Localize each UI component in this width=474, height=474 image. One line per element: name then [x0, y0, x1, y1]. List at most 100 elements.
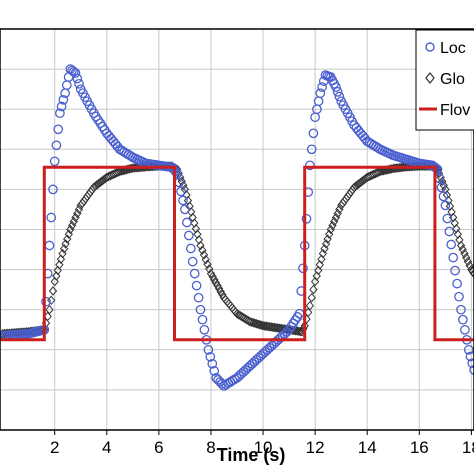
data-point-loc	[197, 314, 208, 325]
data-point-loc	[209, 366, 220, 376]
data-point-loc	[446, 239, 457, 250]
data-point-loc	[351, 123, 362, 133]
data-point-glo	[69, 216, 78, 227]
data-point-loc	[61, 80, 72, 90]
data-point-loc	[301, 213, 312, 224]
data-point-glo	[376, 166, 385, 177]
data-point-glo	[257, 320, 266, 330]
data-point-loc	[51, 140, 62, 151]
data-point-loc	[56, 101, 67, 112]
data-point-glo	[438, 176, 447, 187]
data-point-loc	[55, 108, 65, 119]
plot-frame	[0, 28, 474, 431]
data-point-loc	[448, 252, 459, 263]
data-point-loc	[358, 131, 368, 141]
data-point-glo	[120, 165, 129, 175]
data-point-loc	[334, 91, 345, 102]
data-point-glo	[210, 274, 219, 285]
data-point-loc	[465, 351, 474, 362]
data-point-loc	[463, 344, 474, 355]
data-point-glo	[198, 245, 207, 255]
data-point-loc	[315, 88, 326, 99]
chart-series	[0, 64, 474, 391]
data-point-loc	[49, 156, 60, 167]
data-point-loc	[182, 217, 192, 228]
data-point-loc	[172, 168, 182, 179]
data-point-loc	[104, 131, 114, 141]
data-point-loc	[74, 78, 84, 89]
x-tick-label: 16	[410, 438, 429, 457]
data-point-glo	[314, 265, 323, 276]
data-point-loc	[193, 292, 204, 303]
data-point-glo	[296, 326, 305, 337]
data-point-glo	[196, 240, 205, 251]
data-point-loc	[432, 164, 443, 175]
data-point-loc	[207, 358, 218, 369]
data-point-glo	[118, 165, 128, 176]
data-point-glo	[52, 271, 61, 281]
data-point-glo	[469, 268, 474, 279]
data-point-loc	[58, 94, 69, 105]
data-point-loc	[185, 243, 196, 254]
series-line-flov	[0, 165, 474, 342]
data-point-loc	[203, 344, 214, 355]
data-point-loc	[106, 133, 116, 144]
data-point-loc	[180, 204, 190, 215]
data-point-glo	[50, 276, 59, 287]
data-point-loc	[460, 324, 470, 335]
data-point-loc	[313, 96, 324, 107]
data-point-loc	[440, 200, 451, 211]
legend-item-glo: Glo	[425, 71, 465, 88]
data-point-glo	[275, 323, 284, 333]
data-point-loc	[353, 125, 364, 136]
data-point-loc	[355, 128, 366, 139]
data-point-glo	[465, 260, 474, 271]
data-point-glo	[328, 220, 337, 231]
data-point-loc	[187, 256, 198, 267]
data-point-loc	[450, 265, 460, 276]
data-point-glo	[268, 322, 277, 332]
data-point-glo	[312, 271, 321, 281]
data-point-glo	[47, 295, 56, 306]
x-tick-label: 14	[358, 438, 377, 457]
data-point-glo	[463, 256, 473, 267]
data-point-loc	[44, 240, 55, 251]
data-point-glo	[317, 254, 326, 264]
data-point-glo	[307, 292, 316, 303]
data-point-glo	[305, 300, 315, 311]
data-point-loc	[53, 124, 64, 135]
data-point-loc	[183, 230, 194, 241]
data-point-loc	[458, 314, 468, 325]
data-point-glo	[114, 167, 123, 177]
data-point-loc	[306, 144, 317, 155]
data-point-loc	[308, 128, 319, 139]
data-point-glo	[424, 161, 434, 171]
series-glo	[0, 161, 474, 339]
data-point-glo	[374, 167, 383, 177]
data-point-loc	[46, 212, 57, 223]
data-point-glo	[460, 248, 469, 259]
data-point-loc	[195, 304, 206, 315]
data-point-glo	[380, 165, 390, 176]
data-point-glo	[214, 283, 224, 294]
data-point-loc	[467, 358, 474, 369]
legend-item-flov: Flov	[419, 102, 470, 119]
data-point-glo	[258, 320, 268, 331]
legend-marker-glo	[425, 72, 435, 84]
data-point-glo	[270, 322, 279, 333]
data-point-loc	[444, 226, 455, 237]
series-loc	[0, 64, 474, 391]
data-point-glo	[55, 260, 64, 270]
data-point-glo	[262, 321, 271, 331]
data-point-glo	[203, 259, 212, 270]
x-tick-label: 8	[206, 438, 215, 457]
data-point-glo	[56, 254, 66, 264]
series-flov	[0, 165, 474, 342]
data-point-loc	[332, 86, 343, 97]
data-point-glo	[199, 250, 209, 260]
data-point-glo	[117, 166, 126, 176]
data-point-loc	[199, 324, 210, 335]
data-point-glo	[379, 165, 388, 176]
x-tick-label: 10	[254, 438, 273, 457]
data-point-glo	[216, 286, 225, 297]
